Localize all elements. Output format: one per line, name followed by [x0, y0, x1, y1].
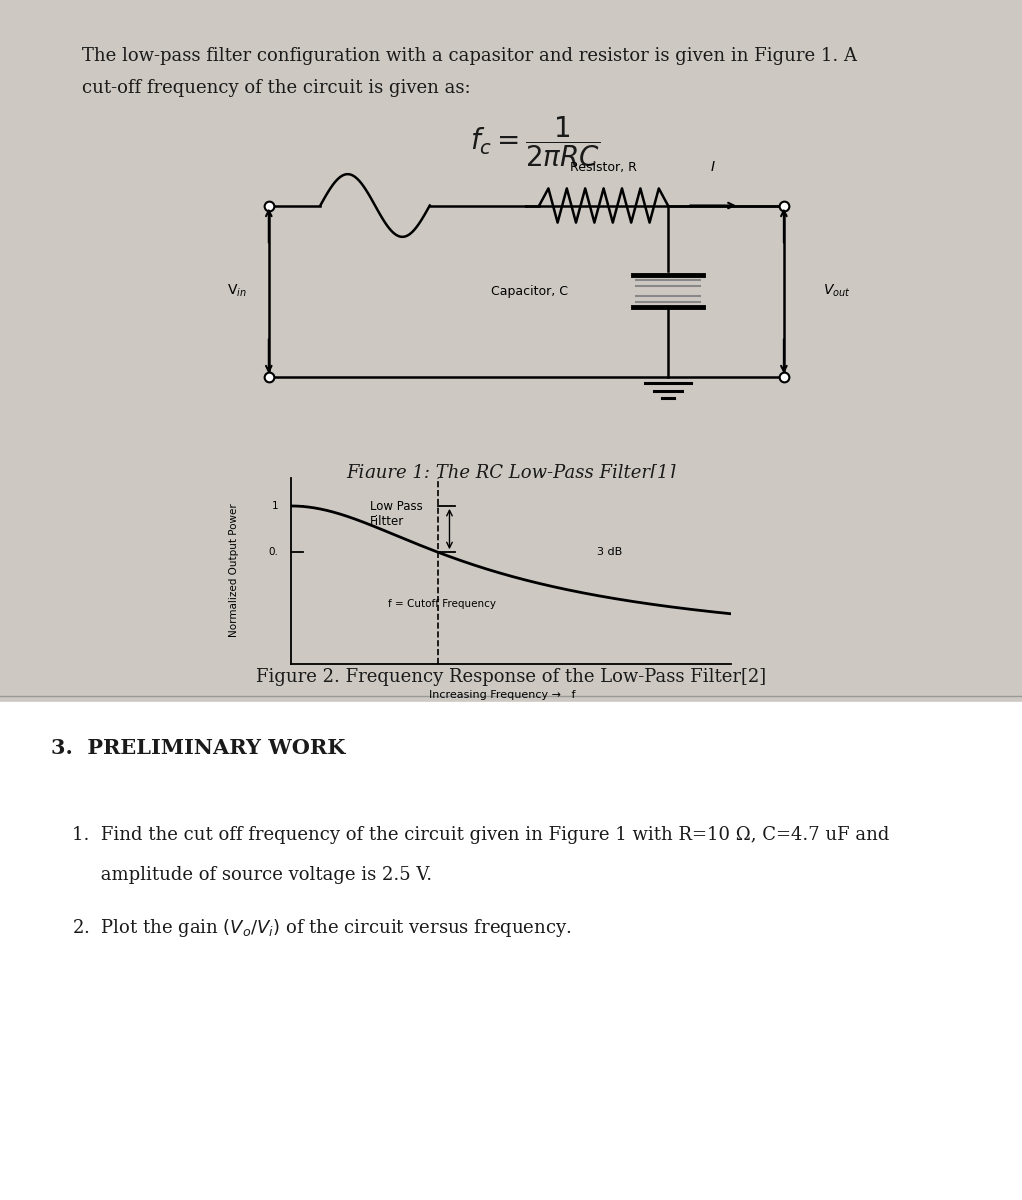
- Text: Figure 2. Frequency Response of the Low-Pass Filter[2]: Figure 2. Frequency Response of the Low-…: [256, 668, 766, 686]
- Bar: [0, 0, 1022, 702]
- Text: $V_{out}$: $V_{out}$: [823, 283, 850, 299]
- Text: 1: 1: [272, 500, 278, 511]
- Text: 2.  Plot the gain $(V_o / V_i)$ of the circuit versus frequency.: 2. Plot the gain $(V_o / V_i)$ of the ci…: [72, 917, 571, 938]
- Text: 0.: 0.: [268, 547, 278, 557]
- Text: f = Cutoff Frequency: f = Cutoff Frequency: [388, 599, 496, 610]
- Text: 1.  Find the cut off frequency of the circuit given in Figure 1 with R=10 Ω, C=4: 1. Find the cut off frequency of the cir…: [72, 826, 889, 844]
- Text: Capacitor, C: Capacitor, C: [492, 284, 568, 298]
- Text: 3.  PRELIMINARY WORK: 3. PRELIMINARY WORK: [51, 738, 345, 758]
- Text: 3 dB: 3 dB: [597, 547, 622, 557]
- Text: Increasing Frequency →   f: Increasing Frequency → f: [429, 690, 575, 700]
- Text: V$_{in}$: V$_{in}$: [227, 283, 246, 299]
- Text: Normalized Output Power: Normalized Output Power: [229, 504, 239, 637]
- Text: amplitude of source voltage is 2.5 V.: amplitude of source voltage is 2.5 V.: [72, 866, 431, 884]
- Text: cut-off frequency of the circuit is given as:: cut-off frequency of the circuit is give…: [82, 79, 470, 97]
- Text: Figure 1: The RC Low-Pass Filter[1]: Figure 1: The RC Low-Pass Filter[1]: [346, 464, 676, 482]
- Text: I: I: [711, 160, 715, 174]
- Bar: [0, 702, 1022, 1200]
- Text: $f_c = \dfrac{1}{2\pi RC}$: $f_c = \dfrac{1}{2\pi RC}$: [470, 114, 601, 169]
- Text: Low Pass
Filtter: Low Pass Filtter: [370, 500, 423, 528]
- Text: Resistor, R: Resistor, R: [570, 161, 637, 174]
- Text: The low-pass filter configuration with a capasitor and resistor is given in Figu: The low-pass filter configuration with a…: [82, 47, 856, 65]
